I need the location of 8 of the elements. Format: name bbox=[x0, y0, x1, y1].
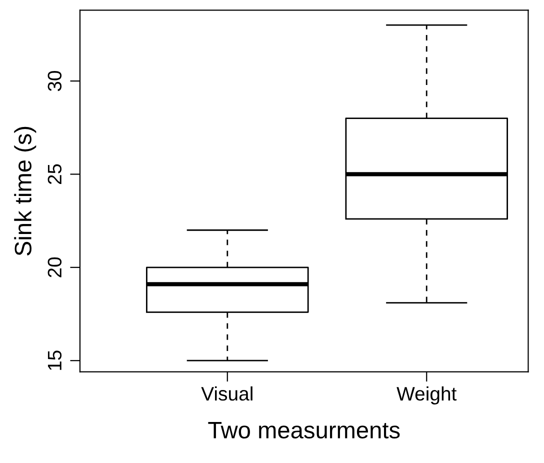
x-tick-label: Visual bbox=[201, 386, 252, 401]
y-tick-label: 20 bbox=[48, 257, 62, 278]
x-axis-title: Two measurments bbox=[208, 422, 400, 439]
x-tick-label: Weight bbox=[396, 386, 457, 404]
y-tick-label: 30 bbox=[48, 70, 62, 92]
y-tick-label: 15 bbox=[48, 350, 62, 370]
y-tick-label: 25 bbox=[48, 164, 62, 184]
y-axis-title: Sink time (s) bbox=[14, 126, 36, 256]
